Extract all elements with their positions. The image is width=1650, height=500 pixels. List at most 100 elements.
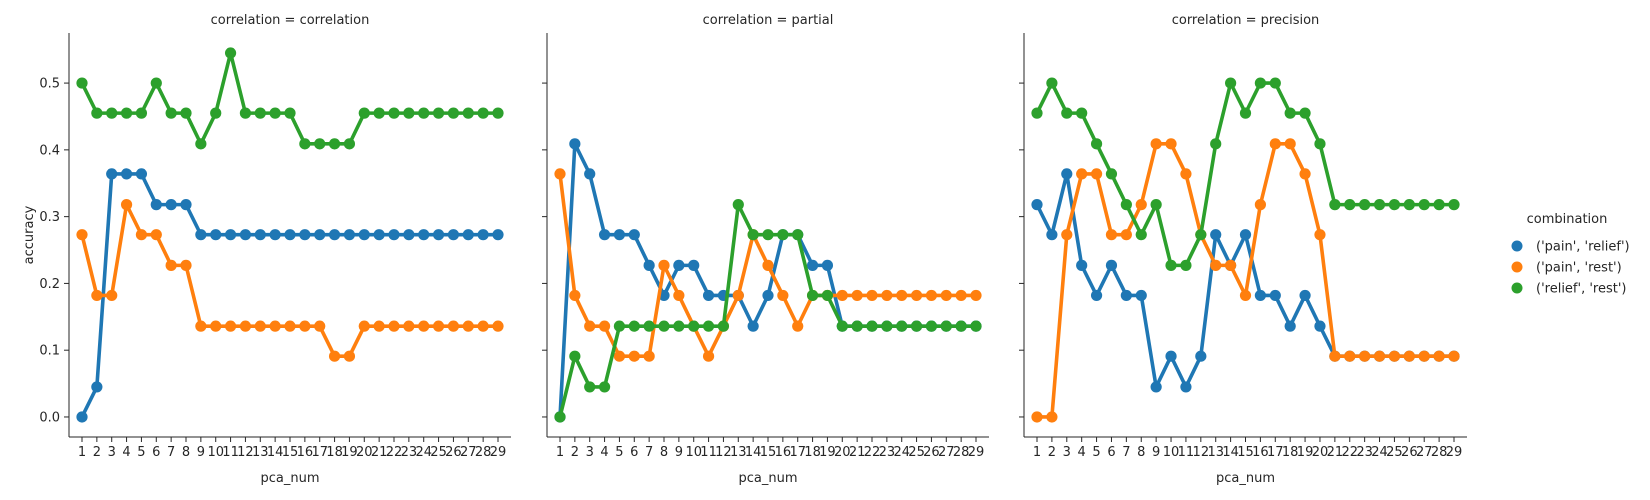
data-point xyxy=(1061,107,1073,119)
data-point xyxy=(120,199,133,211)
data-point xyxy=(1373,199,1386,211)
data-point xyxy=(569,350,581,362)
data-point xyxy=(135,168,148,180)
data-point xyxy=(224,229,237,241)
x-tick-label: 11 xyxy=(1178,445,1195,460)
data-point xyxy=(658,320,670,332)
data-point xyxy=(1359,199,1371,211)
x-tick-label: 19 xyxy=(341,445,358,460)
data-point xyxy=(254,107,266,119)
data-point xyxy=(881,289,893,302)
x-tick-label: 12 xyxy=(715,445,732,460)
data-point xyxy=(970,289,982,302)
x-tick-label: 28 xyxy=(1431,445,1448,460)
data-point xyxy=(777,229,789,241)
data-point xyxy=(1195,350,1207,362)
data-point xyxy=(492,107,504,119)
data-point xyxy=(613,229,626,241)
data-point xyxy=(628,229,640,241)
x-tick-label: 22 xyxy=(1341,445,1358,460)
x-tick-label: 20 xyxy=(356,445,373,460)
data-point xyxy=(1046,77,1058,89)
data-point xyxy=(1299,168,1311,180)
panel-1: correlation = correlation 0.0 0.1 0.2 0.3 0.4… xyxy=(39,13,511,486)
data-point xyxy=(1344,199,1356,211)
x-tick-label: 17 xyxy=(789,445,806,460)
y-tick-label: 0.0 xyxy=(39,410,60,425)
data-point xyxy=(1284,138,1296,150)
data-point xyxy=(821,289,834,302)
series-line xyxy=(80,202,500,359)
data-point xyxy=(403,229,415,241)
data-point xyxy=(762,289,774,302)
data-point xyxy=(1239,107,1252,119)
x-tick-label: 4 xyxy=(600,445,608,460)
data-point xyxy=(1448,199,1460,211)
data-point xyxy=(1165,259,1177,271)
data-point xyxy=(732,289,744,302)
data-point xyxy=(120,168,133,180)
data-point xyxy=(180,107,192,119)
data-point xyxy=(1031,411,1043,423)
x-tick-label: 4 xyxy=(122,445,130,460)
data-point xyxy=(569,289,581,302)
legend-marker xyxy=(1511,261,1523,273)
data-point xyxy=(284,107,296,119)
x-tick-label: 22 xyxy=(386,445,403,460)
data-point xyxy=(940,320,952,332)
x-tick-label: 15 xyxy=(760,445,777,460)
data-point xyxy=(106,168,118,180)
data-point xyxy=(343,350,356,362)
data-point xyxy=(1195,229,1207,241)
x-tick-label: 23 xyxy=(1356,445,1373,460)
data-point xyxy=(821,259,834,271)
data-point xyxy=(1210,229,1222,241)
data-point xyxy=(598,320,611,332)
data-point xyxy=(239,107,252,119)
series-3 xyxy=(554,199,982,423)
x-tick-label: 24 xyxy=(415,445,432,460)
x-tick-label: 14 xyxy=(267,445,284,460)
data-point xyxy=(1344,350,1356,362)
data-point xyxy=(195,320,207,332)
data-point xyxy=(896,320,908,332)
panel-title: correlation = precision xyxy=(1172,13,1320,28)
x-axis-label: pca_num xyxy=(738,471,797,486)
data-point xyxy=(299,138,311,150)
x-tick-label: 14 xyxy=(745,445,762,460)
x-tick-label: 13 xyxy=(252,445,269,460)
data-point xyxy=(1105,229,1118,241)
x-tick-label: 16 xyxy=(775,445,792,460)
data-point xyxy=(613,350,626,362)
x-tick-label: 13 xyxy=(1207,445,1224,460)
data-point xyxy=(165,199,177,211)
x-tick-label: 9 xyxy=(675,445,683,460)
data-point xyxy=(717,320,730,332)
series-line xyxy=(1035,142,1456,419)
data-point xyxy=(836,289,848,302)
data-point xyxy=(910,320,923,332)
data-point xyxy=(1418,199,1430,211)
data-point xyxy=(1314,138,1326,150)
data-point xyxy=(1090,138,1103,150)
data-point xyxy=(120,107,133,119)
data-point xyxy=(284,229,296,241)
data-point xyxy=(1150,381,1162,393)
data-point xyxy=(135,107,148,119)
data-point xyxy=(1225,259,1237,271)
data-point xyxy=(373,229,385,241)
x-tick-label: 27 xyxy=(1416,445,1433,460)
data-point xyxy=(373,320,385,332)
legend-marker xyxy=(1511,240,1523,252)
data-point xyxy=(1031,107,1043,119)
data-point xyxy=(1254,77,1266,89)
data-point xyxy=(477,107,489,119)
data-point xyxy=(925,289,938,302)
data-point xyxy=(210,320,222,332)
data-point xyxy=(492,320,504,332)
x-tick-label: 6 xyxy=(152,445,160,460)
data-point xyxy=(358,107,370,119)
legend-marker xyxy=(1511,282,1523,294)
data-point xyxy=(269,320,281,332)
data-point xyxy=(598,229,611,241)
